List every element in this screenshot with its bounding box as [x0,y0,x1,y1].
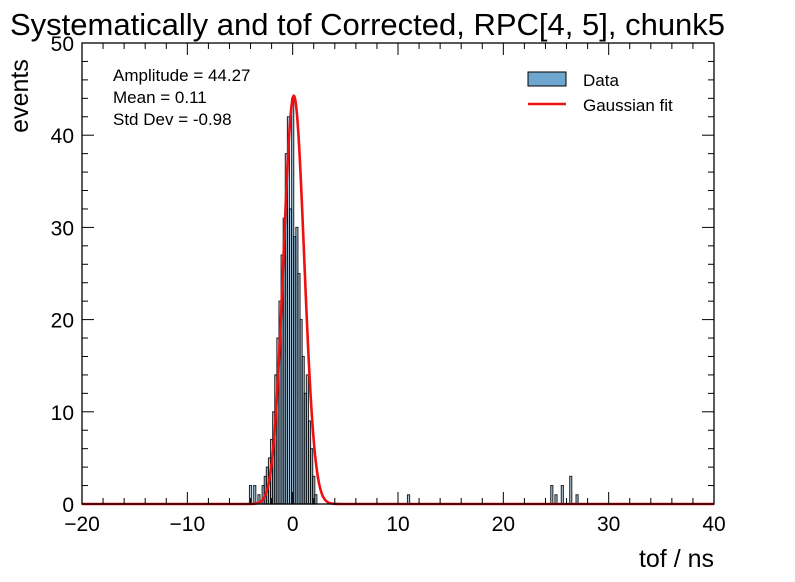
y-tick-label: 10 [51,402,74,425]
plot-frame [81,42,715,505]
histogram-bar [569,475,573,505]
x-tick-label: −20 [64,513,100,536]
chart-title: Systematically and tof Corrected, RPC[4,… [10,7,725,42]
x-tick-label: 30 [597,513,620,536]
legend-label-gaussian-fit: Gaussian fit [583,96,673,115]
histogram-bar [314,494,318,505]
x-tick-label: 40 [702,513,725,536]
histogram-bar [575,494,579,505]
stats-box: Amplitude = 44.27 Mean = 0.11 Std Dev = … [113,66,251,129]
x-tick-label: 0 [287,513,299,536]
annotation-mean: Mean = 0.11 [113,88,207,107]
histogram-bar [554,494,558,505]
tick-labels: −20 −10 0 10 20 30 40 0 10 20 30 40 50 [51,33,726,536]
x-tick-label: 10 [386,513,409,536]
y-tick-label: 50 [51,33,74,56]
y-tick-label: 0 [62,494,74,517]
histogram-bar [406,494,411,505]
x-tick-label: 20 [492,513,515,536]
x-axis-label: tof / ns [639,545,714,573]
annotation-amplitude: Amplitude = 44.27 [113,66,251,85]
y-tick-label: 20 [51,310,74,333]
histogram-bar [550,485,554,505]
legend-label-data: Data [583,71,619,90]
annotation-std-dev: Std Dev = -0.98 [113,110,232,129]
y-tick-label: 30 [51,217,74,240]
histogram-bar [253,485,257,505]
x-tick-label: −10 [170,513,206,536]
legend: Data Gaussian fit [527,71,673,115]
y-axis-label: events [6,59,34,133]
legend-data-patch [527,71,567,87]
histogram-bar [560,485,564,505]
gaussian-fit-line [82,94,714,506]
y-tick-label: 40 [51,125,74,148]
